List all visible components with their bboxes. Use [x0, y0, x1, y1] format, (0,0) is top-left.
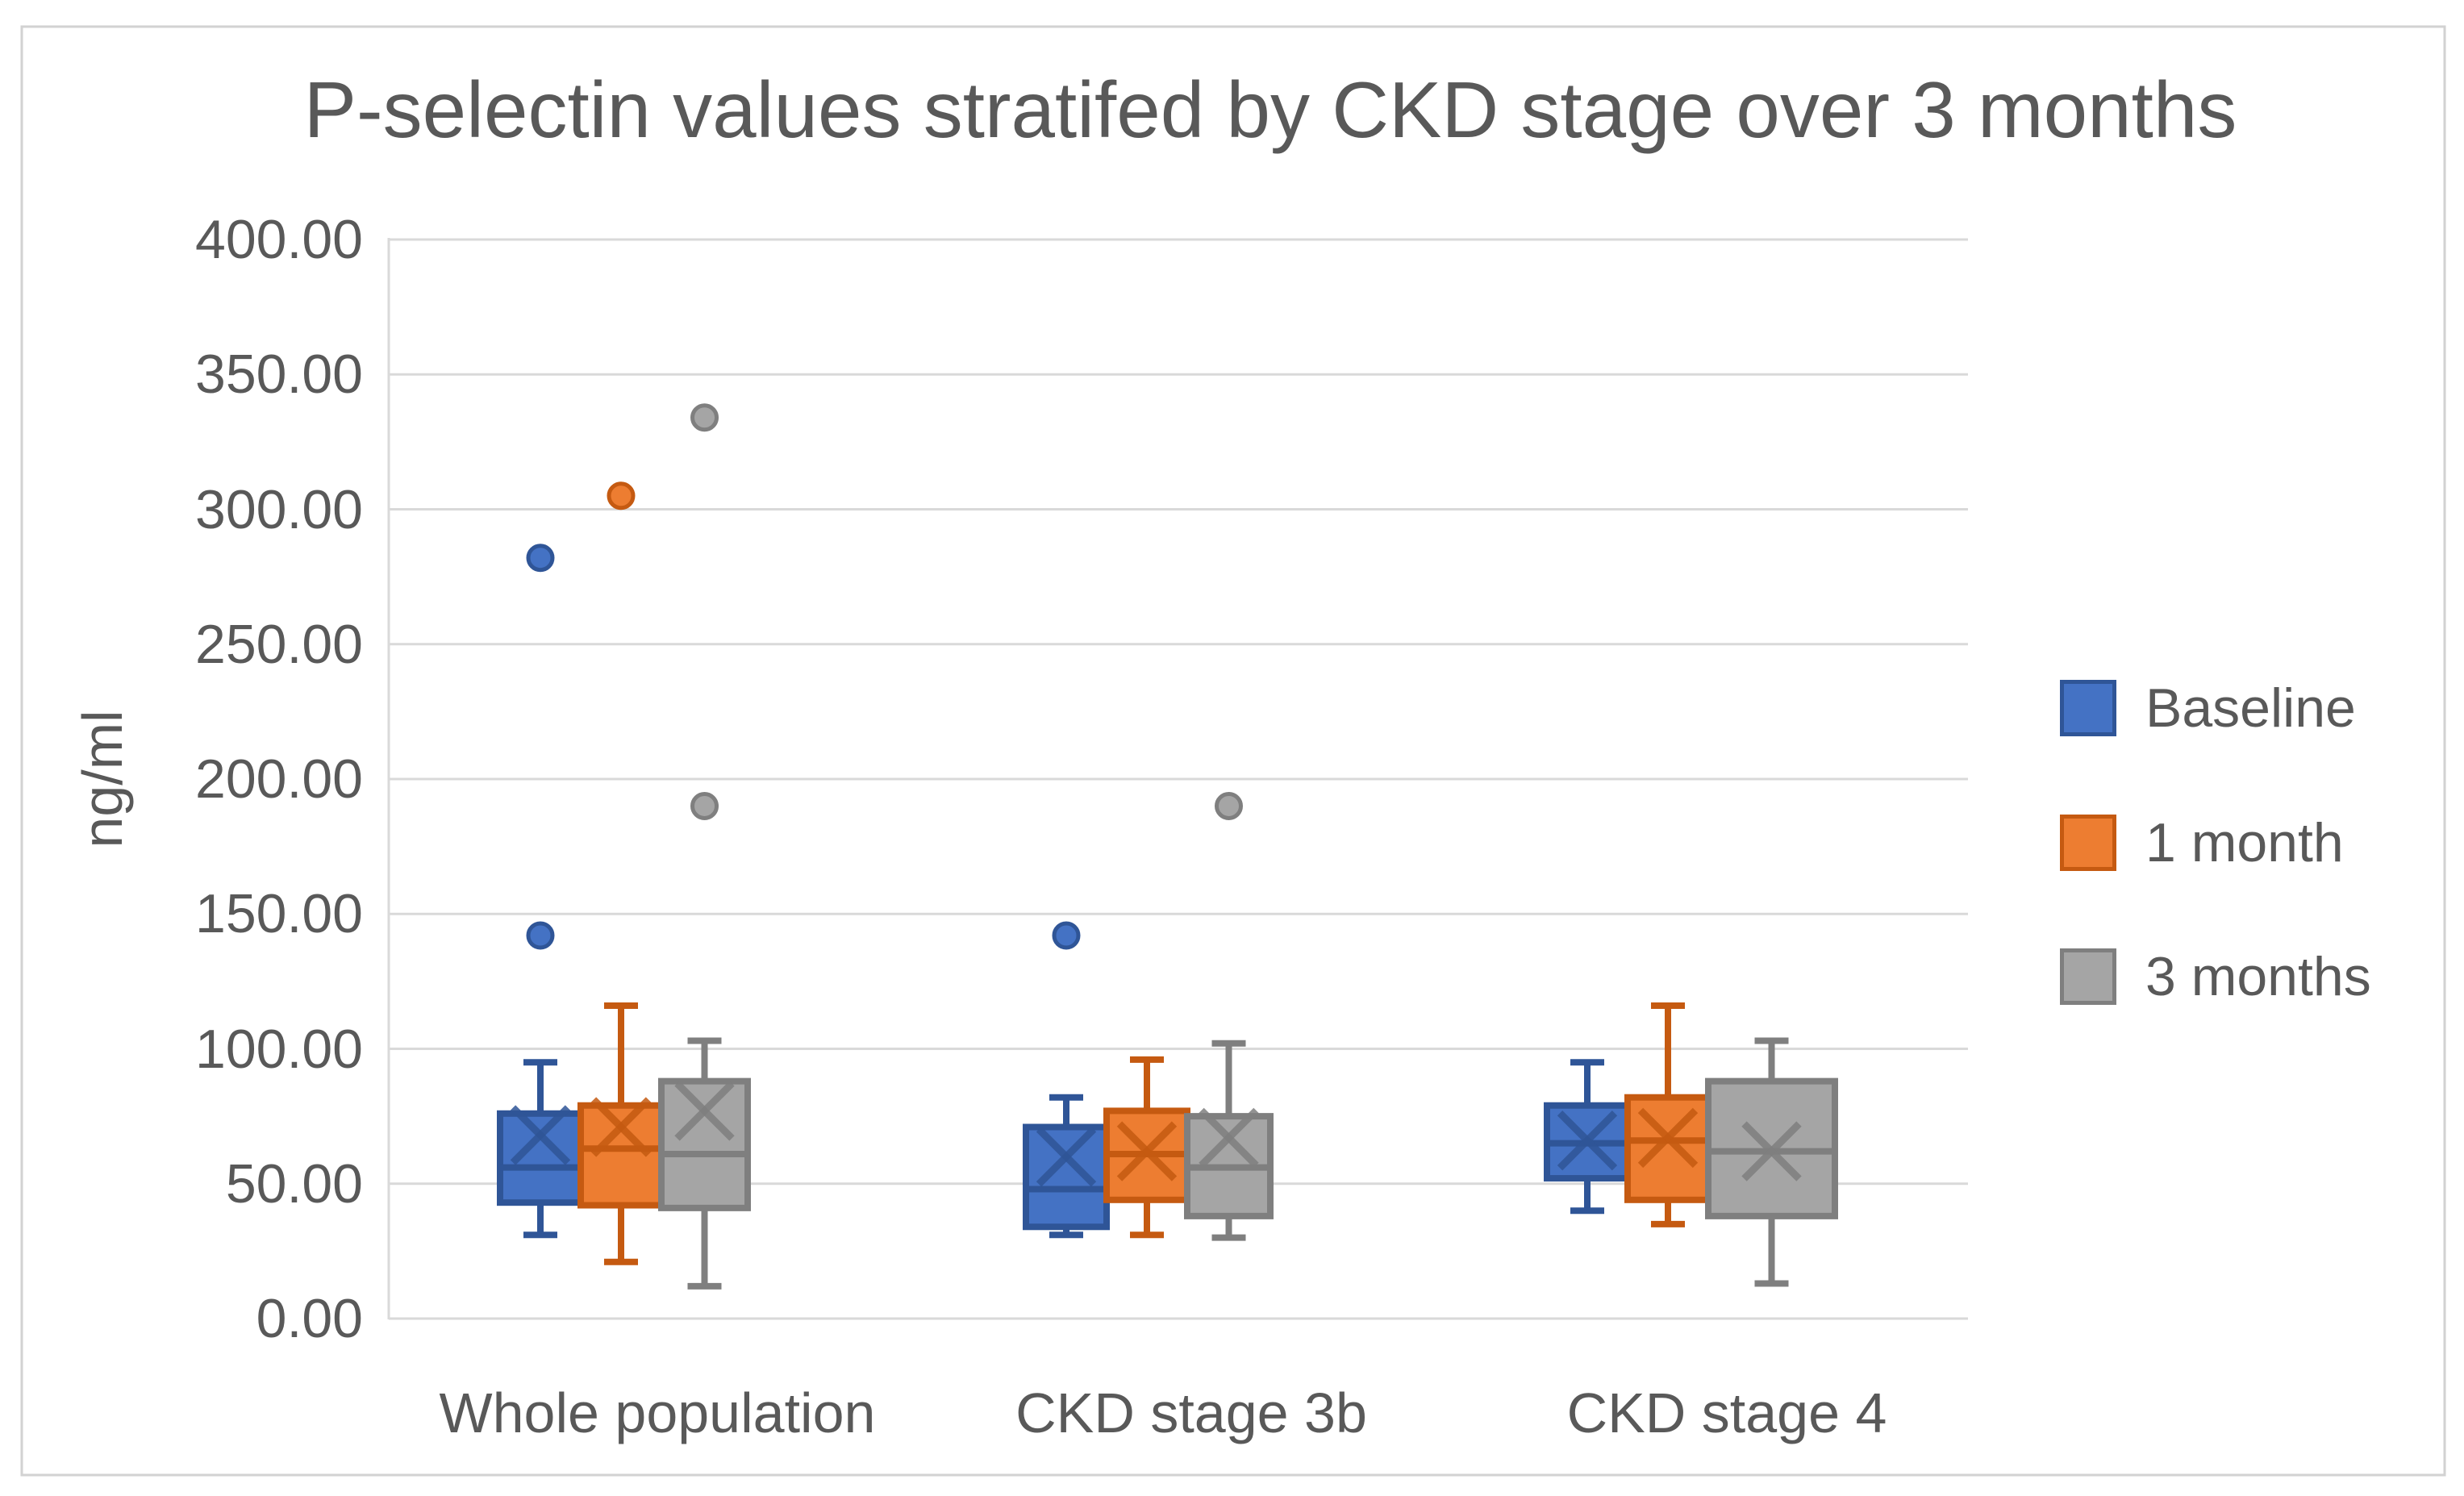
y-tick-label-300: 300.00	[195, 478, 363, 540]
box-3-months-whole-population	[658, 1077, 751, 1211]
y-tick-label-350: 350.00	[195, 344, 363, 406]
outlier-point-baseline-ckd-stage-3b-142	[1052, 921, 1081, 950]
legend-label: Baseline	[2145, 677, 2356, 739]
legend-item-1-month: 1 month	[2060, 812, 2344, 873]
box-baseline-whole-population	[497, 1110, 584, 1206]
legend-swatch-icon	[2060, 680, 2116, 736]
outlier-point-3-months-whole-population-334	[690, 403, 719, 432]
mean-x-marker-3-months-ckd-stage-3b	[1199, 1107, 1259, 1169]
outlier-point-baseline-whole-population-282	[526, 544, 555, 573]
legend-item-baseline: Baseline	[2060, 677, 2356, 739]
legend-label: 1 month	[2145, 812, 2344, 873]
y-tick-label-50: 50.00	[225, 1152, 363, 1215]
y-tick-label-150: 150.00	[195, 883, 363, 945]
y-tick-label-0: 0.00	[256, 1288, 363, 1349]
y-tick-label-100: 100.00	[195, 1018, 363, 1080]
legend-label: 3 months	[2145, 946, 2371, 1007]
x-category-label-whole-population: Whole population	[439, 1381, 876, 1444]
chart-title: P-selectin values stratifed by CKD stage…	[303, 65, 2237, 154]
y-tick-label-250: 250.00	[195, 613, 363, 675]
chart-area-border	[20, 25, 2446, 1477]
y-tick-label-400: 400.00	[195, 209, 363, 270]
mean-x-marker-baseline-whole-population	[510, 1105, 571, 1165]
outlier-point-3-months-whole-population-190	[690, 791, 719, 820]
legend-item-3-months: 3 months	[2060, 946, 2371, 1007]
mean-x-marker-baseline-ckd-stage-3b	[1036, 1127, 1097, 1187]
outlier-point-3-months-ckd-stage-3b-190	[1215, 791, 1243, 820]
x-category-label-ckd-stage-4: CKD stage 4	[1566, 1381, 1887, 1444]
mean-x-marker-1-month-whole-population	[590, 1097, 652, 1157]
y-tick-label-200: 200.00	[195, 748, 363, 810]
outlier-point-1-month-whole-population-305	[607, 481, 636, 510]
legend-swatch-icon	[2060, 815, 2116, 871]
x-category-label-ckd-stage-3b: CKD stage 3b	[1015, 1381, 1367, 1444]
outlier-point-baseline-whole-population-142	[526, 921, 555, 950]
mean-x-marker-3-months-whole-population	[674, 1081, 735, 1141]
box-baseline-ckd-stage-3b	[1023, 1123, 1110, 1231]
mean-x-marker-1-month-ckd-stage-4	[1637, 1107, 1699, 1169]
mean-x-marker-1-month-ckd-stage-3b	[1116, 1121, 1178, 1181]
mean-x-marker-3-months-ckd-stage-4	[1741, 1121, 1802, 1181]
legend-swatch-icon	[2060, 948, 2116, 1005]
box-1-month-whole-population	[577, 1102, 665, 1209]
mean-x-marker-baseline-ckd-stage-4	[1557, 1111, 1618, 1171]
